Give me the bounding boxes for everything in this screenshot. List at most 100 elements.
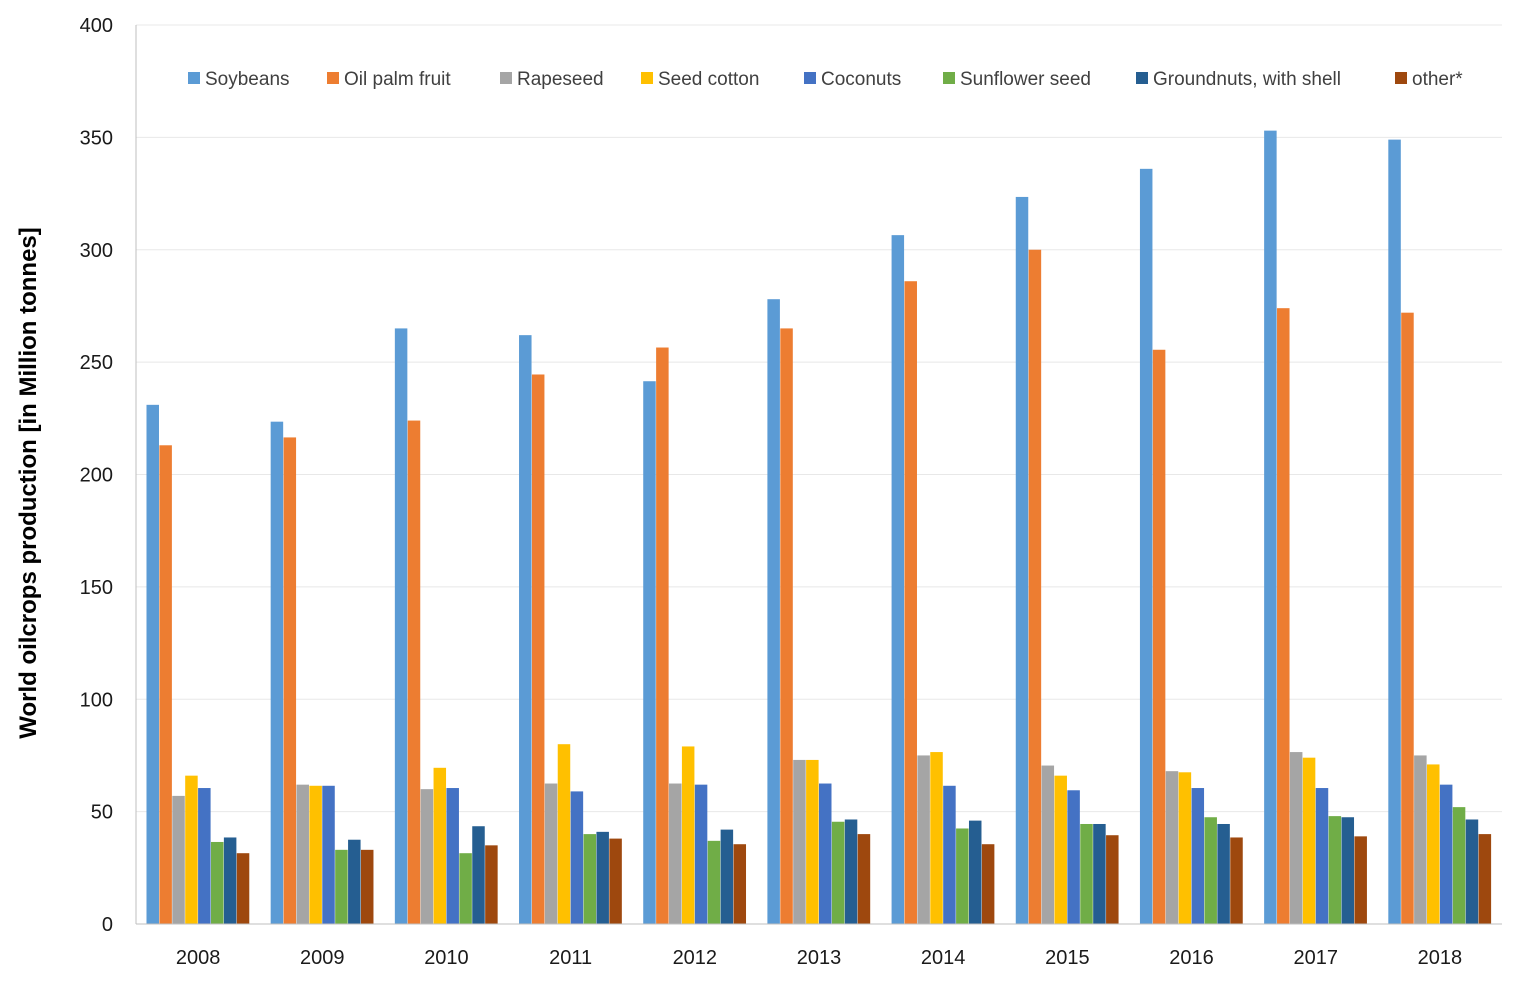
bar-oil-palm-fruit-2018 [1401, 312, 1414, 924]
bar-coconuts-2009 [322, 785, 335, 924]
legend-swatch-sunflower-seed [943, 72, 955, 84]
bar-oil-palm-fruit-2013 [780, 328, 793, 924]
bar-rapeseed-2017 [1289, 752, 1303, 924]
y-tick-label: 200 [80, 465, 113, 487]
y-tick-label: 350 [80, 127, 113, 149]
legend-label-oil-palm-fruit: Oil palm fruit [344, 69, 451, 90]
bar-seed-cotton-2012 [681, 746, 695, 924]
bar-groundnuts-with-shell-2010 [472, 826, 485, 924]
bar-rapeseed-2008 [172, 795, 185, 924]
bar-soybeans-2008 [146, 404, 159, 925]
x-tick-label: 2013 [797, 947, 842, 969]
bar-soybeans-2014 [891, 235, 905, 924]
bar-seed-cotton-2008 [185, 775, 198, 924]
legend-swatch-other [1395, 72, 1407, 84]
legend-label-coconuts: Coconuts [821, 69, 901, 90]
bar-rapeseed-2015 [1041, 765, 1055, 924]
x-tick-label: 2011 [549, 947, 592, 969]
legend-label-groundnuts-with-shell: Groundnuts, with shell [1153, 69, 1341, 90]
bar-seed-cotton-2017 [1302, 757, 1316, 924]
bar-soybeans-2017 [1264, 130, 1277, 924]
bar-groundnuts-with-shell-2012 [720, 829, 734, 924]
bar-sunflower-seed-2010 [459, 853, 472, 924]
bar-oil-palm-fruit-2009 [283, 437, 297, 924]
y-tick-label: 300 [80, 240, 113, 262]
bar-oil-palm-fruit-2012 [656, 347, 669, 924]
bar-seed-cotton-2015 [1054, 775, 1067, 924]
bar-oil-palm-fruit-2016 [1152, 349, 1166, 924]
bar-other-2011 [609, 838, 622, 924]
bar-soybeans-2012 [643, 381, 656, 925]
bar-seed-cotton-2018 [1427, 764, 1440, 924]
x-tick-label: 2014 [921, 947, 966, 969]
bar-rapeseed-2013 [793, 759, 806, 924]
y-tick-label: 250 [80, 352, 113, 374]
legend-label-rapeseed: Rapeseed [517, 69, 604, 90]
bar-other-2010 [485, 845, 498, 924]
bar-groundnuts-with-shell-2015 [1093, 823, 1106, 924]
bar-seed-cotton-2014 [930, 752, 943, 924]
bar-coconuts-2010 [446, 788, 459, 924]
legend-label-seed-cotton: Seed cotton [658, 69, 759, 90]
gridlines [136, 24, 1502, 813]
bar-soybeans-2016 [1139, 168, 1153, 925]
legend: Soybeans Oil palm fruit Rapeseed Seed cotto… [188, 69, 1463, 90]
bar-oil-palm-fruit-2011 [531, 374, 545, 924]
y-tick-label: 100 [80, 689, 113, 711]
legend-swatch-seed-cotton [641, 72, 653, 84]
y-tick-label: 150 [80, 577, 113, 599]
bar-seed-cotton-2016 [1178, 772, 1192, 924]
bar-soybeans-2010 [394, 328, 408, 924]
bar-oil-palm-fruit-2014 [904, 281, 917, 925]
x-tick-label: 2010 [424, 947, 469, 969]
bar-soybeans-2018 [1388, 139, 1401, 924]
bar-soybeans-2015 [1015, 196, 1029, 924]
bar-groundnuts-with-shell-2014 [968, 820, 982, 924]
bar-other-2017 [1354, 836, 1367, 924]
bars [146, 130, 1492, 925]
bar-coconuts-2017 [1315, 788, 1329, 924]
bar-oil-palm-fruit-2008 [159, 445, 172, 924]
bar-sunflower-seed-2008 [210, 841, 224, 924]
bar-groundnuts-with-shell-2018 [1465, 819, 1479, 924]
legend-label-sunflower-seed: Sunflower seed [960, 69, 1091, 90]
bar-other-2012 [733, 844, 747, 924]
bar-coconuts-2016 [1191, 788, 1205, 924]
bar-rapeseed-2009 [296, 784, 309, 924]
bar-other-2008 [236, 853, 250, 924]
bar-rapeseed-2016 [1165, 771, 1179, 924]
legend-swatch-oil-palm-fruit [327, 72, 339, 84]
bar-coconuts-2015 [1067, 790, 1080, 924]
bar-groundnuts-with-shell-2009 [348, 839, 361, 924]
bar-other-2015 [1106, 835, 1119, 924]
bar-other-2014 [981, 844, 995, 924]
x-tick-label: 2016 [1169, 947, 1214, 969]
x-tick-label: 2012 [673, 947, 718, 969]
bar-sunflower-seed-2012 [707, 840, 721, 924]
bar-sunflower-seed-2011 [583, 834, 597, 924]
bar-seed-cotton-2010 [433, 767, 447, 924]
bar-sunflower-seed-2009 [335, 849, 348, 924]
bar-rapeseed-2018 [1414, 755, 1427, 924]
legend-swatch-soybeans [188, 72, 200, 84]
y-tick-label: 400 [80, 15, 113, 37]
bar-soybeans-2009 [270, 421, 284, 924]
bar-coconuts-2012 [694, 784, 708, 924]
bar-groundnuts-with-shell-2008 [223, 837, 237, 924]
bar-groundnuts-with-shell-2016 [1217, 823, 1230, 924]
x-tick-label: 2008 [176, 947, 221, 969]
bar-sunflower-seed-2017 [1328, 816, 1342, 924]
x-tick-label: 2009 [300, 947, 345, 969]
bar-coconuts-2011 [570, 791, 584, 924]
legend-label-soybeans: Soybeans [205, 69, 290, 90]
bar-sunflower-seed-2015 [1080, 823, 1093, 924]
legend-swatch-coconuts [804, 72, 816, 84]
legend-label-other: other* [1412, 69, 1463, 90]
bar-sunflower-seed-2018 [1452, 807, 1466, 924]
bar-other-2018 [1478, 834, 1492, 924]
bar-groundnuts-with-shell-2013 [844, 819, 858, 924]
bar-oil-palm-fruit-2017 [1277, 308, 1290, 924]
bar-other-2009 [360, 849, 374, 924]
bar-sunflower-seed-2016 [1204, 817, 1217, 924]
